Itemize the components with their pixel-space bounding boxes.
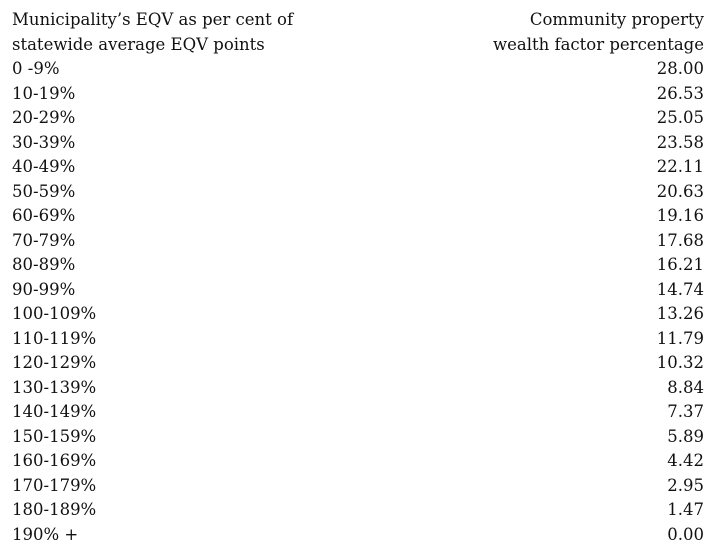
column-header-eqv-line2: statewide average EQV points (12, 34, 265, 54)
wealth-factor-cell: 5.89 (667, 426, 704, 446)
table-row: 100-109% 13.26 (12, 302, 704, 327)
table-row: 40-49% 22.11 (12, 155, 704, 180)
wealth-factor-cell: 25.05 (656, 108, 704, 127)
column-header-wealth-factor-line2: wealth factor percentage (492, 34, 704, 54)
eqv-range-cell: 140-149% (12, 402, 97, 421)
wealth-factor-cell: 14.74 (656, 279, 704, 299)
eqv-range-cell: 110-119% (12, 328, 97, 348)
eqv-range-cell: 160-169% (12, 451, 97, 470)
eqv-range-cell: 0 -9% (12, 59, 60, 78)
wealth-factor-cell: 20.63 (656, 181, 704, 201)
eqv-range-cell: 60-69% (12, 206, 76, 225)
wealth-factor-cell: 13.26 (656, 304, 704, 323)
table-row: 60-69% 19.16 (12, 204, 704, 229)
table-row: 140-149% 7.37 (12, 400, 704, 425)
eqv-range-cell: 10-19% (12, 83, 76, 103)
table-body: 0 -9% 28.00 10-19% 26.53 20-29% 25.05 30-39% 23… (12, 57, 704, 547)
table-row: 110-119% 11.79 (12, 327, 704, 352)
table-row: 190% + 0.00 (12, 523, 704, 548)
wealth-factor-cell: 4.42 (667, 451, 704, 470)
column-header-eqv: Municipality’s EQV as per cent of (12, 10, 294, 29)
table-row: 130-139% 8.84 (12, 376, 704, 401)
eqv-range-cell: 90-99% (12, 279, 76, 299)
eqv-range-cell: 100-109% (12, 304, 97, 323)
eqv-range-cell: 40-49% (12, 157, 76, 176)
table-row: 150-159% 5.89 (12, 425, 704, 450)
column-header-wealth-factor: Community property (529, 10, 704, 29)
eqv-range-cell: 80-89% (12, 255, 76, 274)
table-header-row-1: Municipality’s EQV as per cent of Commun… (12, 8, 704, 33)
table-row: 0 -9% 28.00 (12, 57, 704, 82)
wealth-factor-cell: 10.32 (656, 353, 704, 372)
wealth-factor-cell: 0.00 (667, 524, 704, 544)
table-row: 170-179% 2.95 (12, 474, 704, 499)
wealth-factor-cell: 23.58 (656, 132, 704, 152)
wealth-factor-cell: 22.11 (656, 157, 704, 176)
eqv-range-cell: 70-79% (12, 230, 76, 250)
wealth-factor-cell: 1.47 (667, 500, 704, 519)
eqv-range-cell: 130-139% (12, 377, 97, 397)
eqv-range-cell: 120-129% (12, 353, 97, 372)
eqv-range-cell: 180-189% (12, 500, 97, 519)
wealth-factor-cell: 19.16 (656, 206, 704, 225)
eqv-range-cell: 190% + (12, 524, 79, 544)
wealth-factor-cell: 11.79 (656, 328, 704, 348)
table-row: 90-99% 14.74 (12, 278, 704, 303)
table-row: 30-39% 23.58 (12, 131, 704, 156)
eqv-range-cell: 170-179% (12, 475, 97, 495)
wealth-factor-cell: 8.84 (667, 377, 704, 397)
table-row: 160-169% 4.42 (12, 449, 704, 474)
eqv-range-cell: 20-29% (12, 108, 76, 127)
table-row: 10-19% 26.53 (12, 82, 704, 107)
table-row: 20-29% 25.05 (12, 106, 704, 131)
table-row: 80-89% 16.21 (12, 253, 704, 278)
table-row: 180-189% 1.47 (12, 498, 704, 523)
wealth-factor-cell: 7.37 (667, 402, 704, 421)
wealth-factor-cell: 17.68 (656, 230, 704, 250)
table-row: 50-59% 20.63 (12, 180, 704, 205)
table-header-row-2: statewide average EQV points wealth fact… (12, 33, 704, 58)
eqv-range-cell: 150-159% (12, 426, 97, 446)
wealth-factor-cell: 2.95 (667, 475, 704, 495)
wealth-factor-cell: 16.21 (656, 255, 704, 274)
eqv-range-cell: 30-39% (12, 132, 76, 152)
table-row: 70-79% 17.68 (12, 229, 704, 254)
eqv-range-cell: 50-59% (12, 181, 76, 201)
wealth-factor-cell: 26.53 (656, 83, 704, 103)
wealth-factor-table: Municipality’s EQV as per cent of Commun… (12, 8, 704, 547)
table-row: 120-129% 10.32 (12, 351, 704, 376)
wealth-factor-cell: 28.00 (656, 59, 704, 78)
